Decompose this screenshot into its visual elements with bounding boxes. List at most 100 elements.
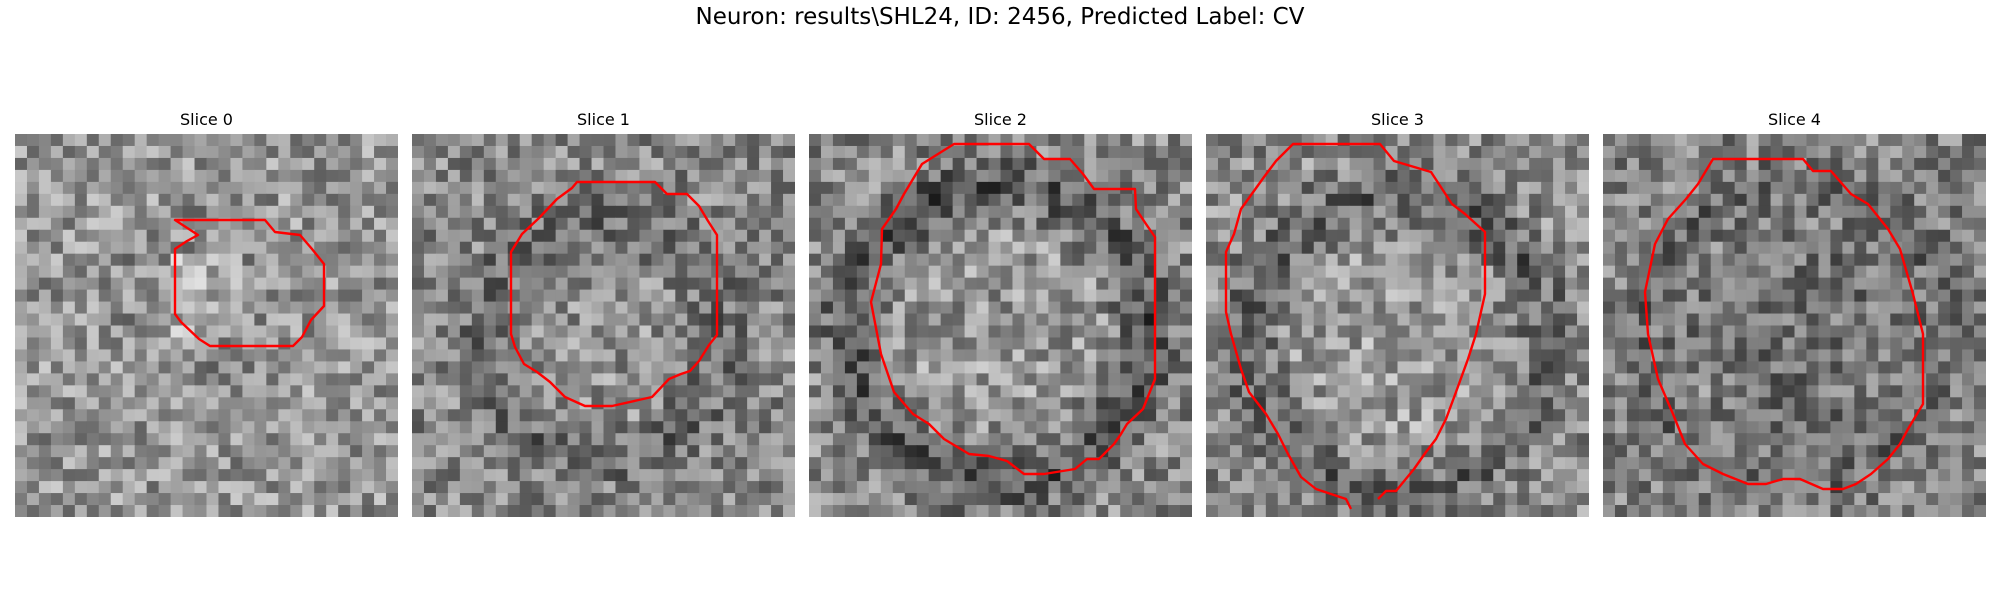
pixel <box>290 169 303 183</box>
pixel <box>651 469 664 482</box>
pixel <box>374 385 387 398</box>
pixel <box>1253 421 1267 434</box>
pixel <box>471 241 485 255</box>
pixel <box>759 421 772 434</box>
pixel <box>639 469 652 482</box>
pixel <box>1734 385 1748 398</box>
pixel <box>1469 157 1482 171</box>
pixel <box>1722 325 1736 338</box>
pixel <box>1565 361 1578 374</box>
pixel <box>868 349 882 362</box>
pixel <box>194 433 207 446</box>
pixel <box>1626 313 1640 326</box>
pixel <box>1638 397 1652 410</box>
pixel <box>555 397 569 410</box>
pixel <box>783 409 795 422</box>
pixel <box>182 433 196 446</box>
pixel <box>1265 469 1279 482</box>
pixel <box>1493 229 1506 243</box>
pixel <box>1445 145 1458 159</box>
pixel <box>412 385 425 398</box>
pixel <box>1493 145 1506 159</box>
pixel <box>904 457 918 470</box>
pixel <box>519 277 533 291</box>
pixel <box>1313 241 1327 255</box>
pixel <box>362 337 375 350</box>
pixel <box>1253 469 1267 482</box>
pixel <box>771 229 784 243</box>
pixel <box>206 265 219 279</box>
pixel <box>699 169 712 183</box>
pixel <box>832 409 846 422</box>
pixel <box>1806 361 1819 374</box>
pixel <box>266 469 279 482</box>
pixel <box>1541 277 1554 291</box>
pixel <box>1048 361 1061 374</box>
pixel <box>809 205 822 219</box>
pixel <box>1206 145 1219 159</box>
pixel <box>1084 157 1097 171</box>
pixel <box>928 205 942 219</box>
pixel <box>1517 277 1530 291</box>
pixel <box>1962 181 1975 195</box>
pixel <box>1180 181 1192 195</box>
pixel <box>1746 205 1760 219</box>
pixel <box>338 349 351 362</box>
pixel <box>844 373 858 386</box>
pixel <box>1481 253 1494 267</box>
pixel <box>495 349 509 362</box>
pixel <box>38 349 52 362</box>
pixel <box>338 229 351 243</box>
pixel <box>230 313 243 326</box>
pixel <box>809 277 822 291</box>
pixel <box>880 505 894 517</box>
pixel <box>194 445 207 458</box>
pixel <box>1854 157 1867 171</box>
pixel <box>809 265 822 279</box>
pixel <box>1565 313 1578 326</box>
pixel <box>639 385 652 398</box>
pixel <box>254 481 267 494</box>
pixel <box>1469 349 1482 362</box>
pixel <box>386 134 398 147</box>
pixel <box>567 277 581 291</box>
pixel <box>1349 493 1363 506</box>
pixel <box>1241 469 1255 482</box>
pixel <box>940 349 954 362</box>
pixel <box>1962 409 1975 422</box>
pixel <box>134 289 148 303</box>
pixel <box>1144 325 1157 338</box>
pixel <box>1084 373 1097 386</box>
pixel <box>86 181 100 195</box>
pixel <box>1385 193 1398 207</box>
pixel <box>1722 289 1736 303</box>
pixel <box>110 241 124 255</box>
pixel <box>856 205 870 219</box>
pixel <box>1012 169 1025 183</box>
pixel <box>15 169 28 183</box>
pixel <box>412 337 425 350</box>
pixel <box>832 193 846 207</box>
pixel <box>471 253 485 267</box>
pixel <box>1096 157 1109 171</box>
pixel <box>759 469 772 482</box>
pixel <box>1373 457 1387 470</box>
pixel <box>1072 217 1085 231</box>
pixel <box>735 409 748 422</box>
pixel <box>1132 481 1145 494</box>
pixel <box>1108 313 1121 326</box>
pixel <box>1168 169 1181 183</box>
pixel <box>603 229 616 243</box>
pixel <box>1746 325 1760 338</box>
pixel <box>122 229 136 243</box>
pixel <box>1830 134 1843 147</box>
pixel <box>1469 145 1482 159</box>
pixel <box>940 373 954 386</box>
pixel <box>1120 337 1133 350</box>
pixel <box>1493 481 1506 494</box>
pixel <box>1734 301 1748 315</box>
pixel <box>771 505 784 517</box>
pixel <box>603 145 616 159</box>
pixel <box>507 277 521 291</box>
pixel <box>1229 241 1243 255</box>
